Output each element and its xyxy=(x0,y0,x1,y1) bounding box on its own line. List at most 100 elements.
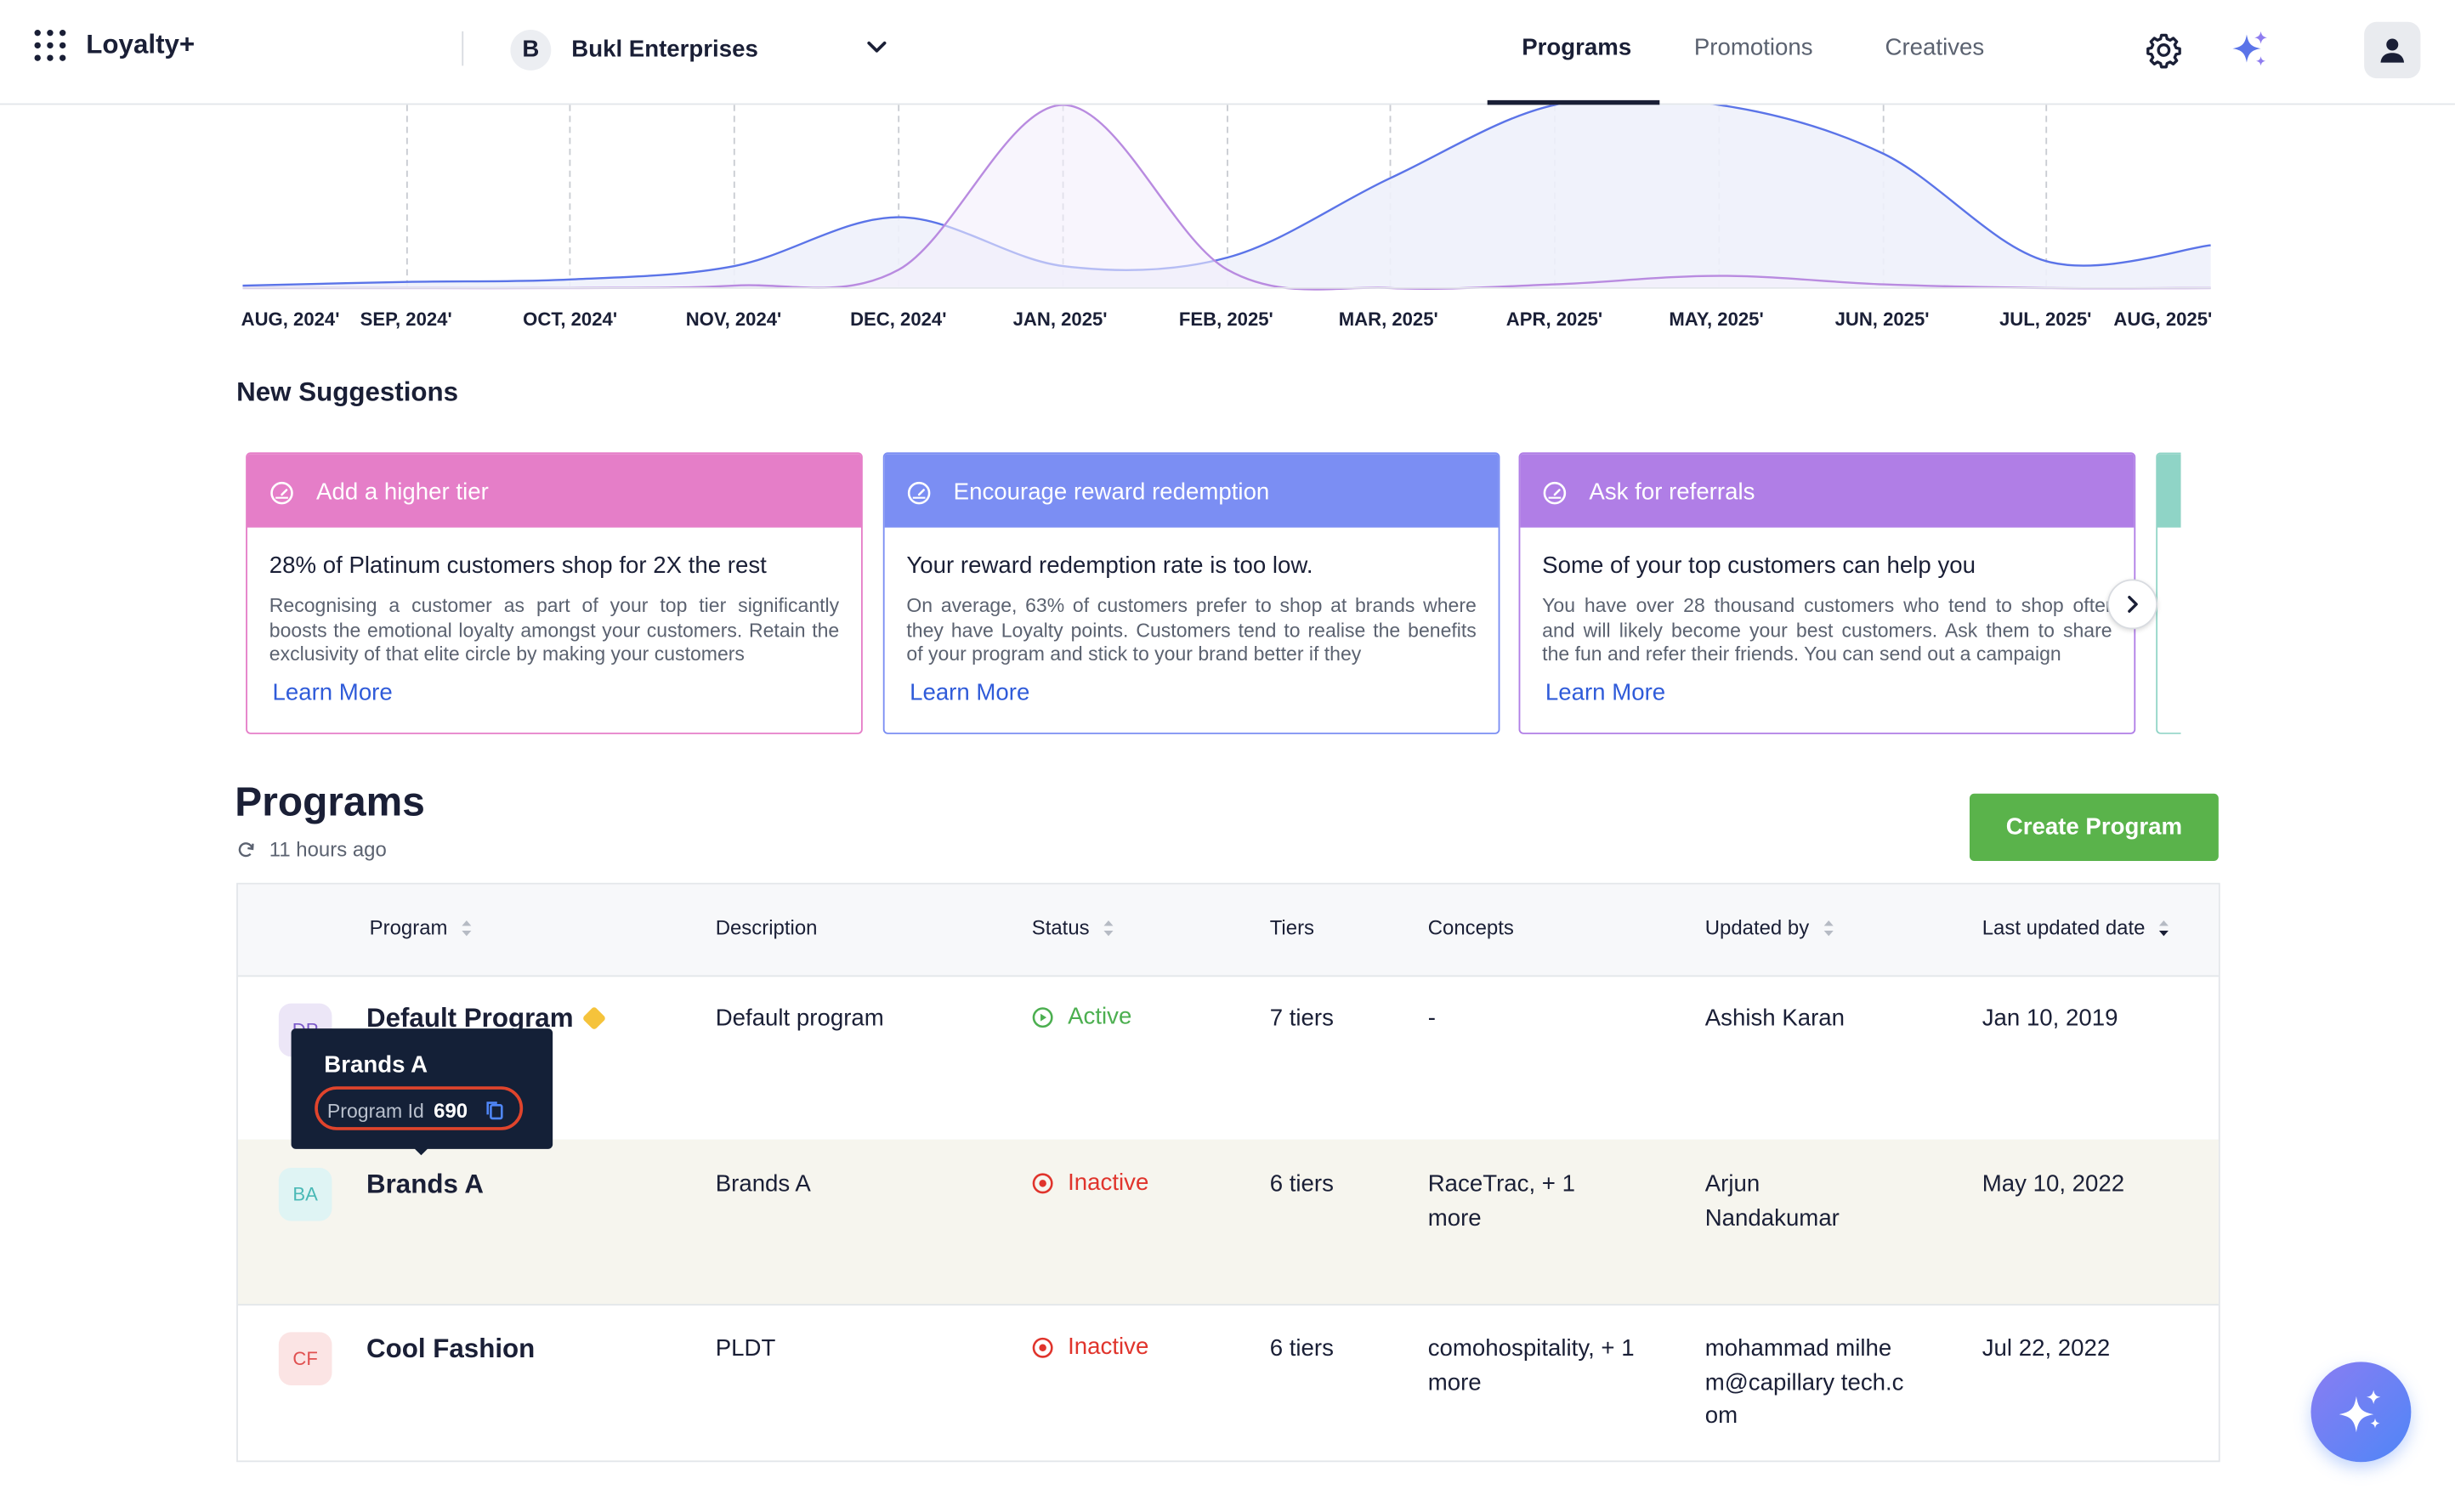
table-row[interactable]: CF Cool Fashion PLDT Inactive 6 tiers co… xyxy=(238,1304,2219,1460)
user-profile-button[interactable] xyxy=(2364,21,2421,79)
suggestion-card-heading: Your reward redemption rate is too low. xyxy=(906,552,1313,580)
x-tick-label: AUG, 2025' xyxy=(2113,308,2213,331)
suggestion-card: Add a higher tier 28% of Platinum custom… xyxy=(246,452,863,734)
program-description: PLDT xyxy=(715,1335,776,1362)
copy-icon[interactable] xyxy=(484,1099,506,1121)
learn-more-link[interactable]: Learn More xyxy=(1545,679,1666,706)
stop-circle-icon xyxy=(1032,1336,1053,1357)
tab-programs[interactable]: Programs xyxy=(1522,34,1632,61)
org-name[interactable]: Bukl Enterprises xyxy=(571,36,758,63)
create-program-button[interactable]: Create Program xyxy=(1969,793,2219,861)
suggestions-title: New Suggestions xyxy=(236,377,459,407)
x-tick-label: MAY, 2025' xyxy=(1669,308,1764,331)
x-tick-label: MAR, 2025' xyxy=(1338,308,1438,331)
x-tick-label: NOV, 2024' xyxy=(685,308,782,331)
suggestion-card-text: On average, 63% of customers prefer to s… xyxy=(906,594,1477,665)
learn-more-link[interactable]: Learn More xyxy=(910,679,1030,706)
program-description: Default program xyxy=(715,1005,884,1032)
suggestion-card-header: Ask for referrals xyxy=(1520,454,2135,528)
program-concepts[interactable]: RaceTrac, + 1 more xyxy=(1427,1170,1575,1232)
column-header-status[interactable]: Status xyxy=(1032,915,1114,939)
program-description: Brands A xyxy=(715,1170,811,1198)
refresh-icon[interactable] xyxy=(236,841,255,859)
tooltip-arrow xyxy=(411,1146,431,1156)
program-tiers: 7 tiers xyxy=(1269,1005,1334,1032)
suggestion-card: Ask for referrals Some of your top custo… xyxy=(1518,452,2136,734)
divider xyxy=(462,31,464,66)
program-name[interactable]: Brands A xyxy=(366,1169,485,1199)
program-avatar: BA xyxy=(278,1167,332,1221)
suggestion-card-header: Encourage reward redemption xyxy=(884,454,1499,528)
play-circle-icon xyxy=(1032,1006,1053,1028)
sort-icon[interactable] xyxy=(1822,918,1834,937)
program-concepts[interactable]: comohospitality, + 1 more xyxy=(1427,1335,1635,1396)
tooltip-title: Brands A xyxy=(324,1051,428,1079)
app-name: Loyalty+ xyxy=(86,29,196,59)
table-header: Program Description Status Tiers Concept… xyxy=(237,884,2219,977)
column-header-description: Description xyxy=(715,915,818,940)
series-area xyxy=(242,105,2211,288)
tab-promotions[interactable]: Promotions xyxy=(1693,34,1813,61)
suggestion-card-text: You have over 28 thousand customers who … xyxy=(1542,594,2112,665)
program-updated-by: mohammad milhem@capillary tech.com xyxy=(1704,1335,1904,1430)
program-id-label: Program Id xyxy=(326,1100,424,1123)
x-tick-label: SEP, 2024' xyxy=(360,308,452,331)
sparkle-icon xyxy=(2339,1390,2381,1433)
trend-chart xyxy=(242,105,2211,291)
speedometer-icon xyxy=(270,481,293,505)
sort-icon[interactable] xyxy=(460,918,473,937)
program-updated-by: Arjun Nandakumar xyxy=(1704,1170,1840,1232)
sparkle-icon[interactable] xyxy=(2228,28,2272,72)
chevron-down-icon[interactable] xyxy=(865,35,889,59)
suggestion-card-header: Add a higher tier xyxy=(247,454,861,528)
sort-icon[interactable] xyxy=(2157,918,2170,937)
program-name[interactable]: Cool Fashion xyxy=(366,1334,536,1364)
suggestion-card-title: Add a higher tier xyxy=(316,479,489,506)
program-concepts: - xyxy=(1427,1005,1436,1032)
tab-creatives[interactable]: Creatives xyxy=(1885,34,1985,61)
x-tick-label: JAN, 2025' xyxy=(1012,308,1108,331)
status-badge: Inactive xyxy=(1032,1169,1148,1196)
x-tick-label: JUN, 2025' xyxy=(1834,308,1930,331)
active-tab-indicator xyxy=(1487,99,1660,105)
gear-icon[interactable] xyxy=(2145,31,2182,69)
stop-circle-icon xyxy=(1032,1172,1053,1193)
sort-icon[interactable] xyxy=(1102,918,1114,937)
x-tick-label: JUL, 2025' xyxy=(1999,308,2092,331)
x-tick-label: FEB, 2025' xyxy=(1178,308,1273,331)
program-updated-by: Ashish Karan xyxy=(1704,1005,1846,1032)
default-diamond-icon xyxy=(581,1005,607,1031)
user-icon xyxy=(2380,38,2405,63)
programs-table: Program Description Status Tiers Concept… xyxy=(236,882,2220,1463)
programs-title: Programs xyxy=(235,778,425,825)
learn-more-link[interactable]: Learn More xyxy=(272,679,393,706)
suggestion-card-peek xyxy=(2156,452,2181,734)
last-refreshed-text: 11 hours ago xyxy=(269,837,387,861)
app-launcher-icon[interactable] xyxy=(34,29,66,61)
status-badge: Active xyxy=(1032,1004,1131,1030)
speedometer-icon xyxy=(907,481,931,505)
x-tick-label: AUG, 2024' xyxy=(241,308,340,331)
org-avatar[interactable]: B xyxy=(510,29,552,71)
suggestion-card-title: Encourage reward redemption xyxy=(953,479,1270,506)
program-id-value: 690 xyxy=(434,1098,468,1123)
column-header-updated-by[interactable]: Updated by xyxy=(1705,915,1834,939)
column-header-tiers: Tiers xyxy=(1269,915,1315,940)
carousel-next-button[interactable] xyxy=(2107,579,2158,630)
x-tick-label: DEC, 2024' xyxy=(850,308,947,331)
x-tick-label: OCT, 2024' xyxy=(523,308,618,331)
top-navbar: Loyalty+ B Bukl Enterprises Programs Pro… xyxy=(0,0,2455,105)
column-header-last-updated-date[interactable]: Last updated date xyxy=(1982,915,2170,939)
column-header-program[interactable]: Program xyxy=(370,915,473,939)
series-line xyxy=(242,105,2211,287)
x-tick-label: APR, 2025' xyxy=(1505,308,1603,331)
status-badge: Inactive xyxy=(1032,1334,1148,1361)
table-row[interactable]: BA Brands A Brands A Inactive 6 tiers Ra… xyxy=(237,1139,2219,1306)
speedometer-icon xyxy=(1543,481,1567,505)
chevron-right-icon xyxy=(2128,595,2138,613)
suggestion-card-title: Ask for referrals xyxy=(1589,479,1755,506)
ai-assistant-button[interactable] xyxy=(2310,1362,2412,1463)
program-id-pill: Program Id 690 xyxy=(315,1086,524,1130)
program-name[interactable]: Default Program xyxy=(366,1003,574,1033)
program-avatar: CF xyxy=(278,1332,332,1385)
